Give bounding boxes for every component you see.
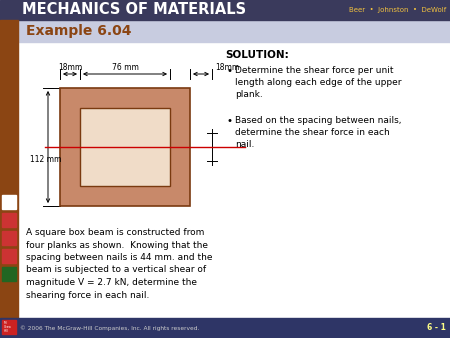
Text: •: • bbox=[227, 66, 233, 76]
Text: Mc
Graw
Hill: Mc Graw Hill bbox=[4, 321, 12, 333]
Bar bbox=[60, 88, 190, 206]
Text: © 2006 The McGraw-Hill Companies, Inc. All rights reserved.: © 2006 The McGraw-Hill Companies, Inc. A… bbox=[20, 325, 199, 331]
Bar bbox=[2, 231, 16, 245]
Bar bbox=[2, 213, 16, 227]
Text: Determine the shear force per unit
length along each edge of the upper
plank.: Determine the shear force per unit lengt… bbox=[235, 66, 401, 99]
Text: Example 6.04: Example 6.04 bbox=[26, 24, 131, 38]
Text: A square box beam is constructed from
four planks as shown.  Knowing that the
sp: A square box beam is constructed from fo… bbox=[26, 228, 212, 299]
Text: Beer  •  Johnston  •  DeWolf: Beer • Johnston • DeWolf bbox=[349, 7, 446, 13]
Text: MECHANICS OF MATERIALS: MECHANICS OF MATERIALS bbox=[22, 2, 246, 18]
Bar bbox=[2, 320, 16, 334]
Bar bbox=[2, 249, 16, 263]
Text: Based on the spacing between nails,
determine the shear force in each
nail.: Based on the spacing between nails, dete… bbox=[235, 116, 401, 149]
Bar bbox=[0, 318, 450, 338]
Text: 18mm: 18mm bbox=[58, 63, 82, 72]
Bar bbox=[0, 20, 18, 318]
Text: •: • bbox=[227, 116, 233, 126]
Bar bbox=[0, 0, 450, 20]
Bar bbox=[2, 195, 16, 209]
Text: 112 mm: 112 mm bbox=[30, 155, 62, 164]
Bar bbox=[18, 42, 450, 318]
Bar bbox=[18, 20, 450, 42]
Text: 6 - 1: 6 - 1 bbox=[427, 323, 446, 333]
Text: 18mm: 18mm bbox=[215, 63, 239, 72]
Bar bbox=[80, 108, 170, 186]
Text: 76 mm: 76 mm bbox=[112, 63, 139, 72]
Bar bbox=[2, 267, 16, 281]
Text: SOLUTION:: SOLUTION: bbox=[225, 50, 289, 60]
